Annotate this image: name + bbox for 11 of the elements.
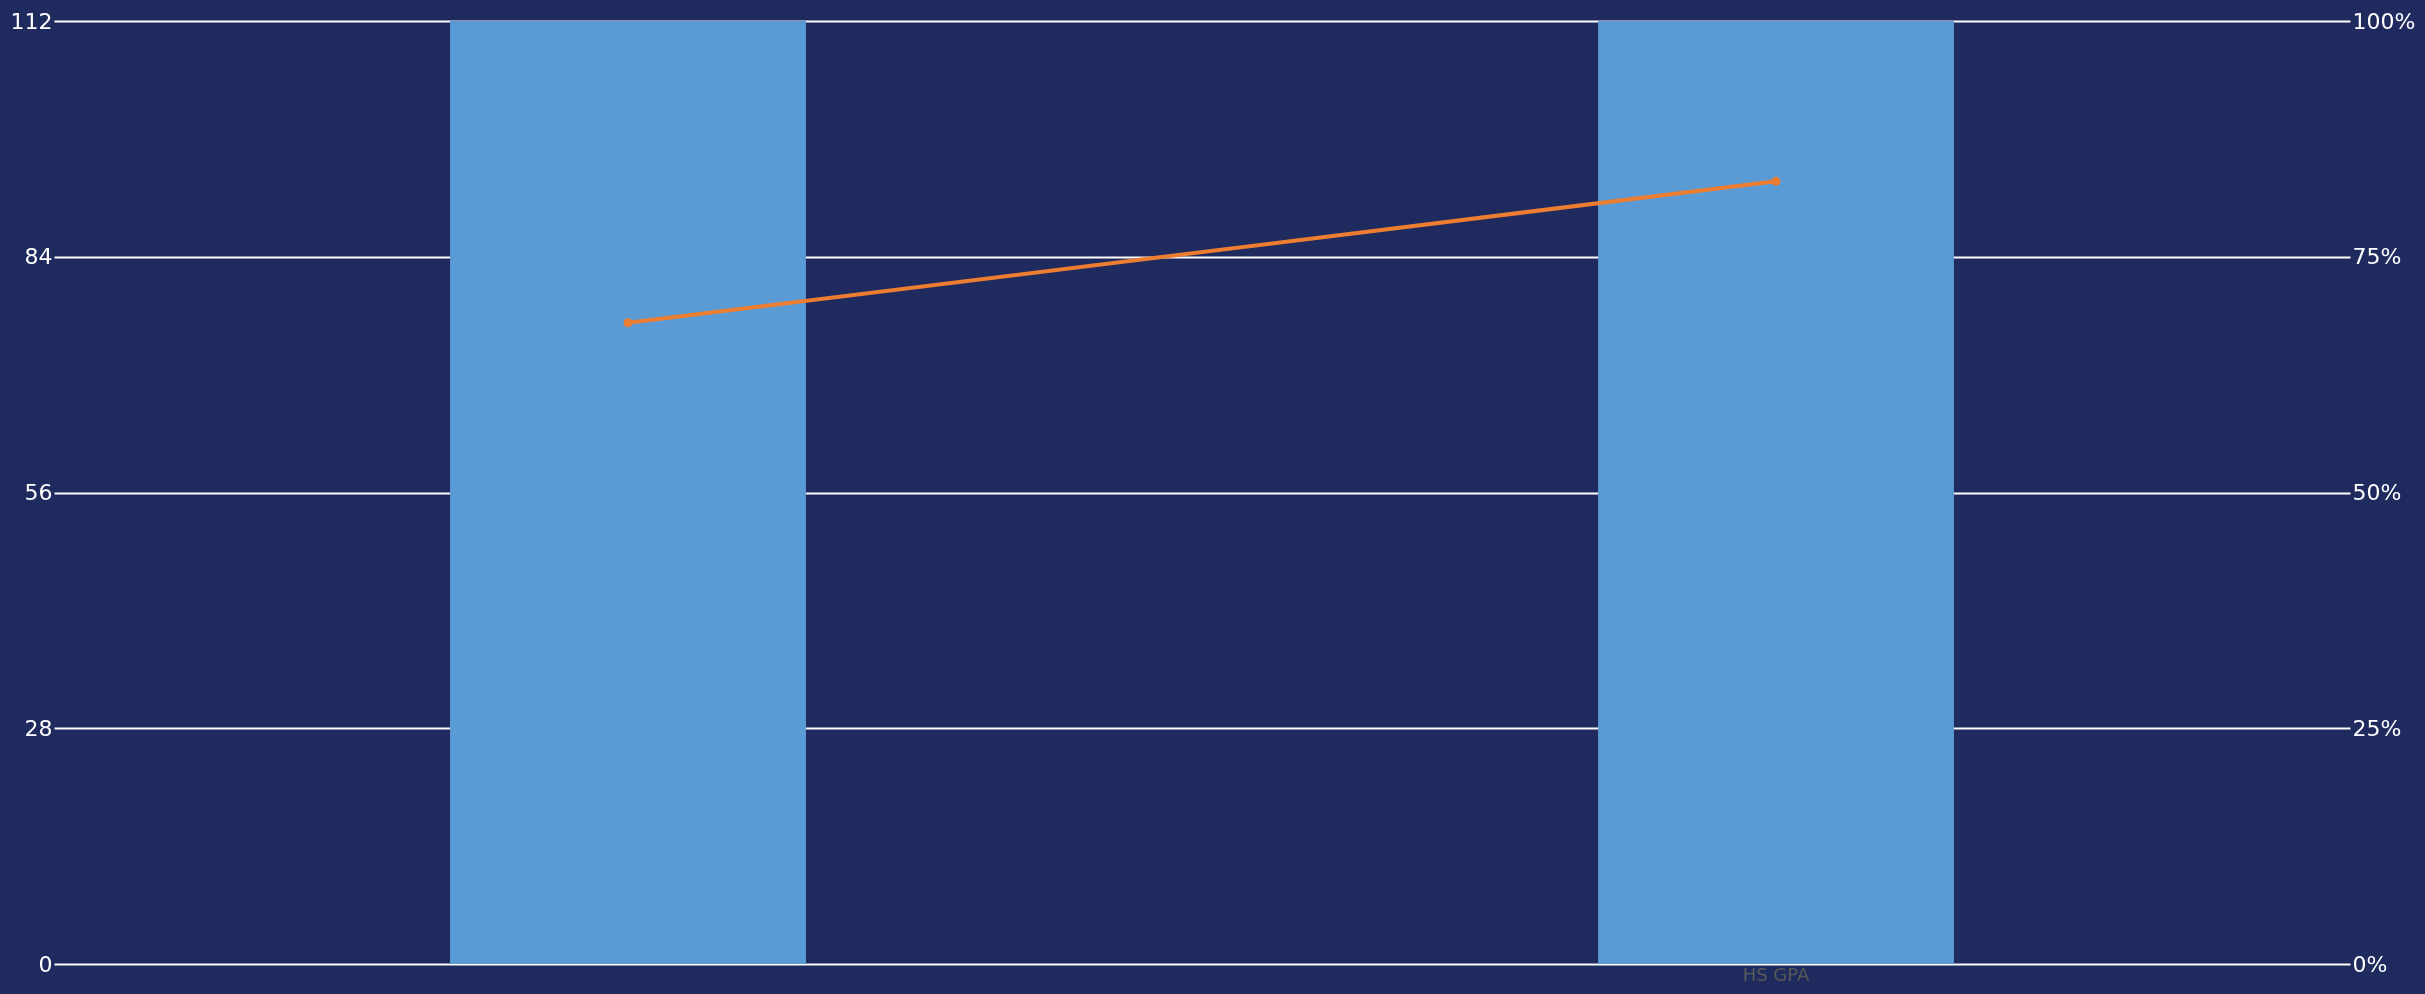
y2-tick-label: 0% (2352, 951, 2388, 977)
y2-tick-label: 75% (2352, 244, 2402, 270)
y-tick-label: 84 (24, 244, 53, 270)
y2-tick-label: 50% (2352, 480, 2402, 505)
y2-tick-label: 25% (2352, 715, 2402, 741)
y2-tick-label: 100% (2352, 8, 2416, 34)
y-tick-label: 56 (24, 480, 53, 505)
x-tick-label: HS GPA (1742, 963, 1811, 985)
y-tick-label: 112 (10, 8, 53, 34)
y-tick-label: 28 (24, 715, 53, 741)
y-tick-label: 0 (38, 951, 53, 977)
